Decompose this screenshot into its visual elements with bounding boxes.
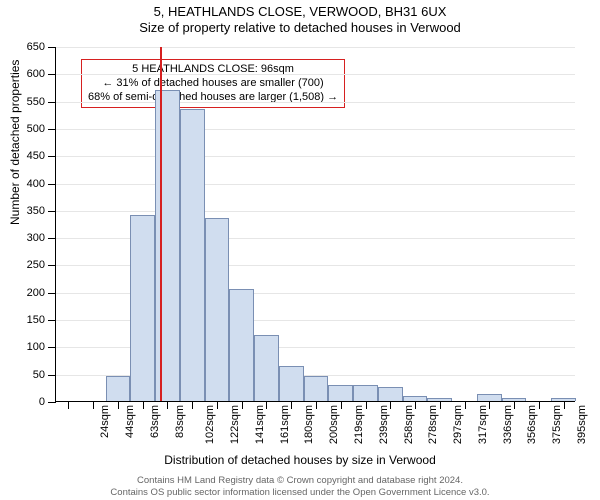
- attribution-line2: Contains OS public sector information li…: [0, 487, 600, 498]
- histogram-bar: [353, 385, 378, 401]
- x-tick: [489, 401, 490, 409]
- x-tick-label: 122sqm: [229, 405, 241, 444]
- x-tick-label: 395sqm: [576, 405, 588, 444]
- x-tick: [192, 401, 193, 409]
- x-tick: [415, 401, 416, 409]
- y-tick: [48, 402, 56, 403]
- y-tick: [48, 320, 56, 321]
- reference-line: [160, 47, 162, 401]
- y-tick: [48, 375, 56, 376]
- grid-line: [56, 47, 575, 48]
- x-tick-label: 336sqm: [502, 405, 514, 444]
- y-tick: [48, 265, 56, 266]
- x-tick: [564, 401, 565, 409]
- y-tick-label: 500: [0, 123, 45, 135]
- x-tick-label: 83sqm: [174, 405, 186, 438]
- x-tick-label: 44sqm: [124, 405, 136, 438]
- x-tick-label: 239sqm: [378, 405, 390, 444]
- x-tick-label: 141sqm: [254, 405, 266, 444]
- y-tick-label: 300: [0, 232, 45, 244]
- x-tick: [242, 401, 243, 409]
- histogram-bar: [130, 215, 155, 401]
- x-tick: [514, 401, 515, 409]
- x-tick: [266, 401, 267, 409]
- histogram-bar: [254, 335, 279, 401]
- callout-line2: ← 31% of detached houses are smaller (70…: [88, 77, 338, 91]
- x-tick-label: 297sqm: [452, 405, 464, 444]
- y-tick: [48, 293, 56, 294]
- grid-line: [56, 184, 575, 185]
- x-tick-label: 161sqm: [279, 405, 291, 444]
- x-tick: [167, 401, 168, 409]
- grid-line: [56, 211, 575, 212]
- chart-title-line1: 5, HEATHLANDS CLOSE, VERWOOD, BH31 6UX: [0, 4, 600, 20]
- histogram-bar: [106, 376, 131, 401]
- x-tick: [341, 401, 342, 409]
- histogram-bar: [205, 218, 230, 401]
- y-tick: [48, 347, 56, 348]
- y-tick: [48, 156, 56, 157]
- y-tick: [48, 129, 56, 130]
- y-tick-label: 450: [0, 150, 45, 162]
- y-tick-label: 400: [0, 178, 45, 190]
- grid-line: [56, 129, 575, 130]
- y-tick: [48, 74, 56, 75]
- x-tick: [539, 401, 540, 409]
- histogram-bar: [180, 109, 205, 401]
- y-tick-label: 250: [0, 259, 45, 271]
- x-tick-label: 63sqm: [149, 405, 161, 438]
- x-tick: [366, 401, 367, 409]
- y-tick-label: 650: [0, 41, 45, 53]
- x-tick: [68, 401, 69, 409]
- histogram-bar: [328, 385, 353, 401]
- histogram-bar: [378, 387, 403, 401]
- y-tick-label: 600: [0, 68, 45, 80]
- x-tick-label: 278sqm: [427, 405, 439, 444]
- y-axis-title: Number of detached properties: [8, 60, 22, 225]
- y-tick: [48, 211, 56, 212]
- chart-title-line2: Size of property relative to detached ho…: [0, 20, 600, 36]
- x-tick-label: 219sqm: [353, 405, 365, 444]
- y-tick-label: 0: [0, 396, 45, 408]
- grid-line: [56, 74, 575, 75]
- y-tick: [48, 47, 56, 48]
- x-tick: [440, 401, 441, 409]
- histogram-bar: [155, 90, 180, 401]
- x-tick-label: 24sqm: [99, 405, 111, 438]
- y-tick: [48, 184, 56, 185]
- x-tick-label: 200sqm: [328, 405, 340, 444]
- x-tick: [118, 401, 119, 409]
- attribution-block: Contains HM Land Registry data © Crown c…: [0, 475, 600, 498]
- histogram-bar: [229, 289, 254, 401]
- x-axis-title: Distribution of detached houses by size …: [0, 453, 600, 467]
- x-tick: [291, 401, 292, 409]
- y-tick-label: 200: [0, 287, 45, 299]
- x-tick: [217, 401, 218, 409]
- histogram-bar: [279, 366, 304, 402]
- x-tick-label: 356sqm: [526, 405, 538, 444]
- y-tick-label: 50: [0, 369, 45, 381]
- plot-area: 5 HEATHLANDS CLOSE: 96sqm ← 31% of detac…: [55, 47, 575, 402]
- y-tick-label: 150: [0, 314, 45, 326]
- x-tick-label: 317sqm: [477, 405, 489, 444]
- x-tick: [465, 401, 466, 409]
- x-tick: [390, 401, 391, 409]
- x-tick-label: 102sqm: [205, 405, 217, 444]
- x-tick: [316, 401, 317, 409]
- y-tick: [48, 238, 56, 239]
- histogram-bar: [304, 376, 329, 401]
- x-tick: [143, 401, 144, 409]
- x-tick: [93, 401, 94, 409]
- y-tick-label: 350: [0, 205, 45, 217]
- x-tick-label: 375sqm: [551, 405, 563, 444]
- y-tick: [48, 102, 56, 103]
- chart-title-block: 5, HEATHLANDS CLOSE, VERWOOD, BH31 6UX S…: [0, 0, 600, 37]
- x-tick-label: 258sqm: [403, 405, 415, 444]
- grid-line: [56, 102, 575, 103]
- y-tick-label: 550: [0, 96, 45, 108]
- grid-line: [56, 156, 575, 157]
- attribution-line1: Contains HM Land Registry data © Crown c…: [0, 475, 600, 486]
- x-tick-label: 180sqm: [304, 405, 316, 444]
- y-tick-label: 100: [0, 341, 45, 353]
